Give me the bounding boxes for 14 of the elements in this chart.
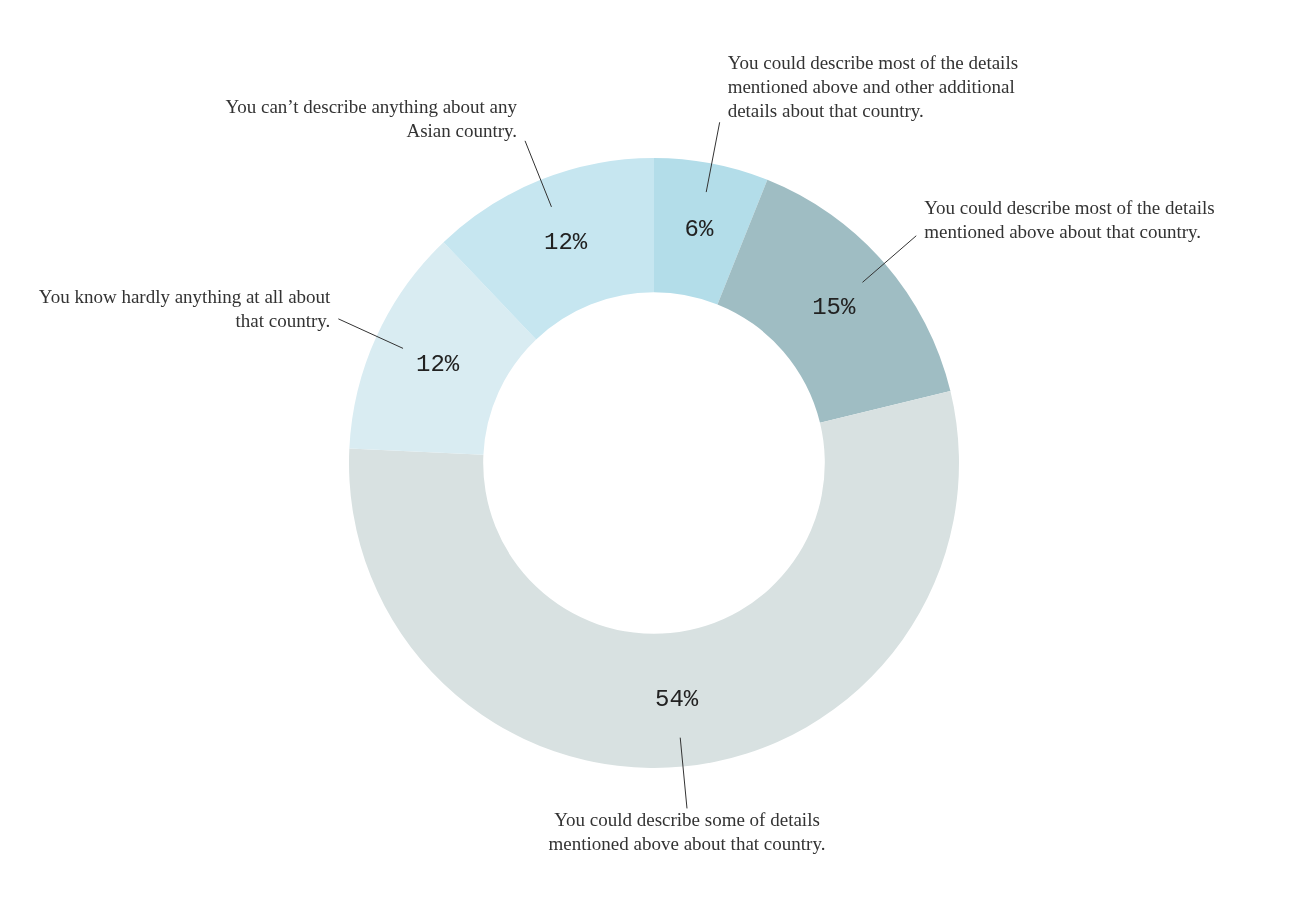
data-label: 12%	[543, 228, 588, 256]
donut-slice	[349, 242, 537, 455]
data-label: 6%	[684, 215, 715, 243]
slice-label: You could describe some of details mentioned above about that country.	[548, 809, 826, 855]
slice-label: You can’t describe anything about any Asian country.	[225, 95, 518, 141]
data-label: 54%	[655, 686, 699, 714]
donut-slice	[654, 158, 768, 305]
slice-label: You could describe most of the details mentioned above and other additional details about that country.	[727, 51, 1019, 121]
slice-label: You could describe most of the details mentioned above about that country.	[924, 197, 1215, 243]
slice-label: You know hardly anything at all about that country.	[38, 285, 332, 331]
data-label: 12%	[415, 350, 460, 378]
data-label: 15%	[812, 293, 856, 321]
donut-slice	[349, 391, 959, 768]
donut-slice	[443, 158, 654, 340]
